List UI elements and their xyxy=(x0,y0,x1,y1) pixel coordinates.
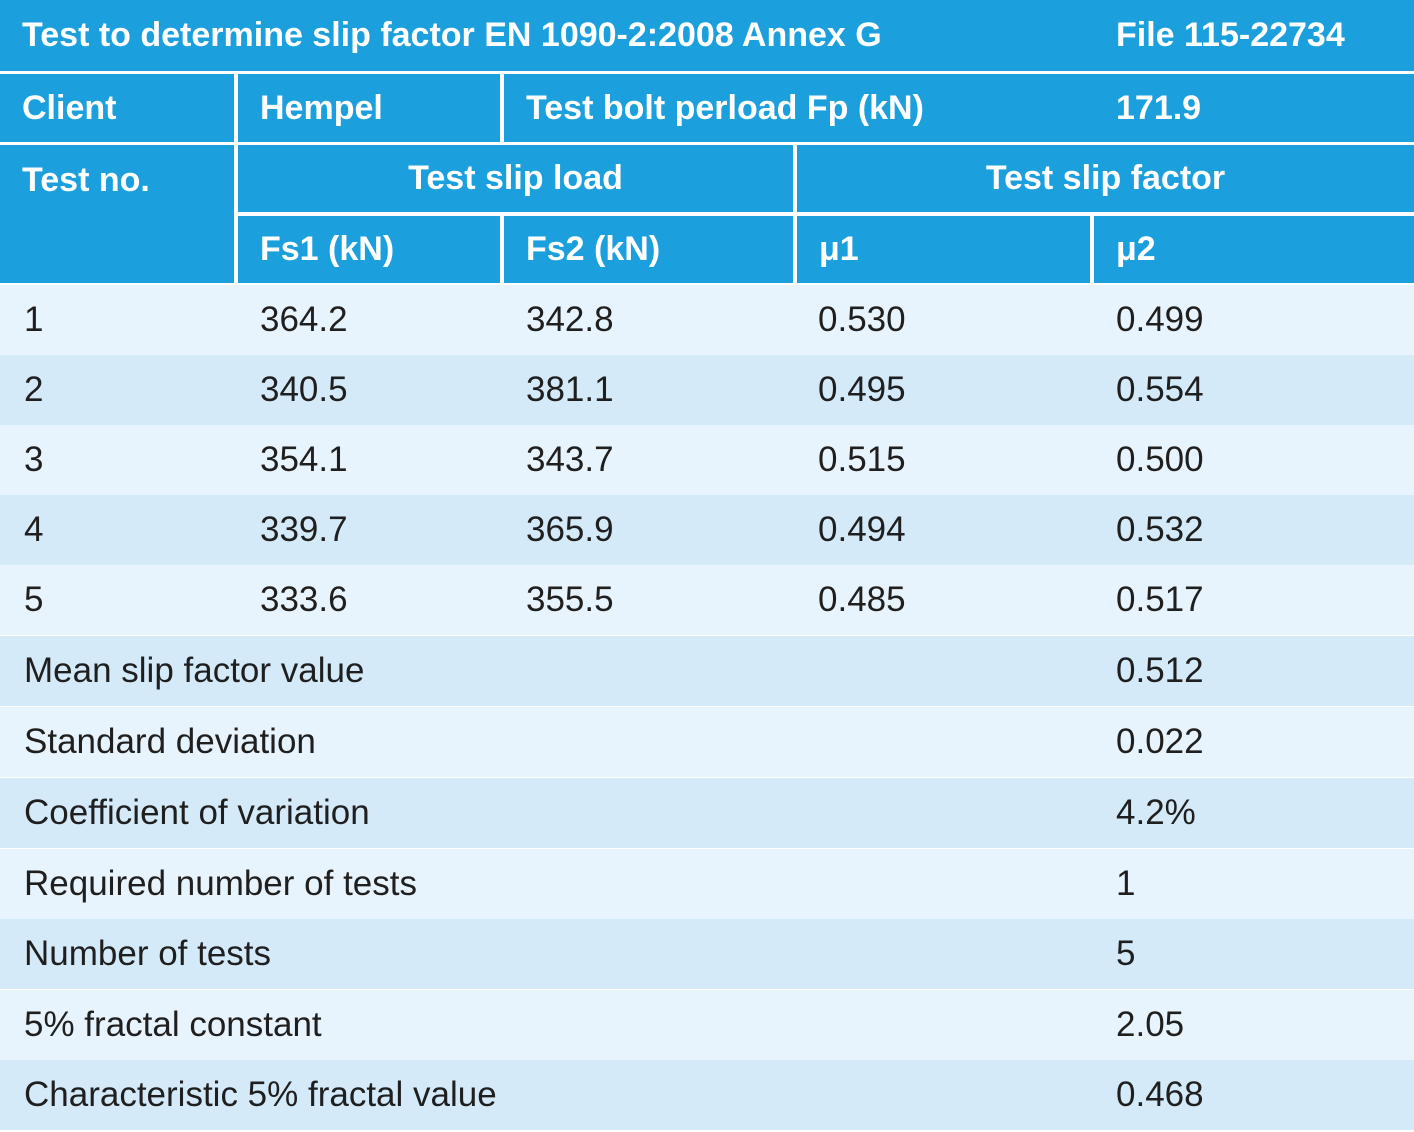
summary-row-mean: Mean slip factor value 0.512 xyxy=(0,636,1414,706)
client-value: Hempel xyxy=(238,74,500,142)
slip-load-header-text: Test slip load xyxy=(408,159,623,197)
test-row: 2 340.5 381.1 0.495 0.554 xyxy=(0,355,1414,425)
summary-label: Number of tests xyxy=(24,934,272,973)
summary-label: Characteristic 5% fractal value xyxy=(24,1075,497,1114)
test-no-header-text: Test no. xyxy=(22,161,150,199)
summary-row-fractal-constant: 5% fractal constant 2.05 xyxy=(0,990,1414,1060)
slip-factor-header: Test slip factor xyxy=(797,145,1414,212)
mu2-header: μ2 xyxy=(1094,216,1414,283)
fs2-header-text: Fs2 (kN) xyxy=(526,230,661,268)
summary-value: 0.022 xyxy=(1116,722,1204,761)
mu2-value: 0.554 xyxy=(1116,370,1204,409)
client-label-text: Client xyxy=(22,88,117,127)
test-no: 2 xyxy=(24,370,44,409)
mu1-value: 0.515 xyxy=(818,440,906,479)
fs1-value: 339.7 xyxy=(260,510,348,549)
mu2-header-text: μ2 xyxy=(1116,230,1156,268)
mu2-value: 0.517 xyxy=(1116,580,1204,619)
summary-label: Standard deviation xyxy=(24,722,316,761)
fs1-value: 333.6 xyxy=(260,580,348,619)
summary-row-number-of-tests: Number of tests 5 xyxy=(0,919,1414,989)
table-title: Test to determine slip factor EN 1090-2:… xyxy=(0,0,1414,71)
test-row: 4 339.7 365.9 0.494 0.532 xyxy=(0,495,1414,565)
fs1-value: 364.2 xyxy=(260,300,348,339)
summary-label: Coefficient of variation xyxy=(24,793,370,832)
mu1-header-text: μ1 xyxy=(819,230,859,268)
mu1-value: 0.495 xyxy=(818,370,906,409)
fs2-value: 343.7 xyxy=(526,440,614,479)
mu1-header: μ1 xyxy=(797,216,1090,283)
summary-value: 4.2% xyxy=(1116,793,1196,832)
test-row: 1 364.2 342.8 0.530 0.499 xyxy=(0,285,1414,355)
file-number: File 115-22734 xyxy=(1116,16,1345,54)
mu2-value: 0.500 xyxy=(1116,440,1204,479)
summary-row-characteristic-value: Characteristic 5% fractal value 0.468 xyxy=(0,1060,1414,1130)
test-no: 1 xyxy=(24,300,44,339)
summary-label: Required number of tests xyxy=(24,864,417,903)
title-text: Test to determine slip factor EN 1090-2:… xyxy=(22,16,882,54)
summary-label: 5% fractal constant xyxy=(24,1005,322,1044)
fs2-header: Fs2 (kN) xyxy=(504,216,793,283)
summary-row-required-tests: Required number of tests 1 xyxy=(0,849,1414,919)
summary-value: 2.05 xyxy=(1116,1005,1185,1044)
fs2-value: 355.5 xyxy=(526,580,614,619)
fs2-value: 381.1 xyxy=(526,370,614,409)
summary-label: Mean slip factor value xyxy=(24,651,365,690)
mu2-value: 0.499 xyxy=(1116,300,1204,339)
preload-label: Test bolt perload Fp (kN) xyxy=(504,74,1414,142)
slip-load-header: Test slip load xyxy=(238,145,793,212)
summary-row-coefficient: Coefficient of variation 4.2% xyxy=(0,778,1414,848)
test-no: 3 xyxy=(24,440,44,479)
summary-value: 5 xyxy=(1116,934,1136,973)
slip-factor-header-text: Test slip factor xyxy=(985,159,1226,197)
summary-value: 0.512 xyxy=(1116,651,1204,690)
fs1-value: 354.1 xyxy=(260,440,348,479)
fs2-value: 342.8 xyxy=(526,300,614,339)
client-value-text: Hempel xyxy=(260,88,383,127)
fs1-header-text: Fs1 (kN) xyxy=(260,230,395,268)
summary-value: 1 xyxy=(1116,864,1136,903)
summary-value: 0.468 xyxy=(1116,1075,1204,1114)
mu1-value: 0.485 xyxy=(818,580,906,619)
test-row: 3 354.1 343.7 0.515 0.500 xyxy=(0,425,1414,495)
preload-label-text: Test bolt perload Fp (kN) xyxy=(526,88,924,127)
mu1-value: 0.530 xyxy=(818,300,906,339)
test-no: 5 xyxy=(24,580,44,619)
test-no-header: Test no. xyxy=(0,145,234,283)
test-row: 5 333.6 355.5 0.485 0.517 xyxy=(0,565,1414,635)
fs2-value: 365.9 xyxy=(526,510,614,549)
mu1-value: 0.494 xyxy=(818,510,906,549)
fs1-value: 340.5 xyxy=(260,370,348,409)
mu2-value: 0.532 xyxy=(1116,510,1204,549)
summary-row-std-dev: Standard deviation 0.022 xyxy=(0,707,1414,777)
fs1-header: Fs1 (kN) xyxy=(238,216,500,283)
test-no: 4 xyxy=(24,510,44,549)
preload-value: 171.9 xyxy=(1116,88,1202,127)
client-label: Client xyxy=(0,74,234,142)
